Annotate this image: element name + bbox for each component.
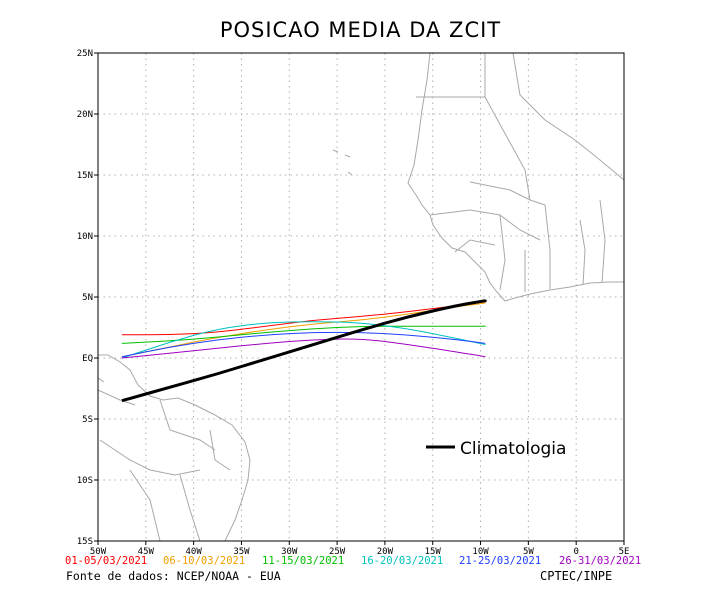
zcit-series	[121, 299, 487, 403]
period-label-1: 01-05/03/2021	[65, 555, 148, 567]
grid	[98, 53, 624, 541]
y-tick-label: EQ	[82, 354, 93, 364]
page-title: POSICAO MEDIA DA ZCIT	[219, 18, 502, 42]
y-tick-label: 5S	[82, 415, 93, 425]
y-tick-label: 10S	[77, 476, 93, 486]
x-tick-label: 25W	[329, 547, 346, 557]
x-axis-ticks: 50W 45W 40W 35W 30W 25W 20W 15W 10W 5W 0 5E	[90, 541, 630, 557]
plot-frame	[97, 52, 625, 542]
climatology-legend-label: Climatologia	[460, 439, 566, 459]
x-tick-label: 20W	[377, 547, 394, 557]
period-label-5: 21-25/03/2021	[459, 555, 542, 567]
y-tick-label: 20N	[77, 110, 93, 120]
coastlines	[98, 53, 624, 541]
islands	[98, 149, 353, 383]
y-tick-label: 15N	[77, 171, 93, 181]
y-tick-label: 15S	[77, 537, 93, 547]
period-label-4: 16-20/03/2021	[361, 555, 444, 567]
x-tick-label: 50W	[90, 547, 107, 557]
africa-borders	[416, 53, 624, 292]
south-america-coastline	[98, 354, 251, 541]
period-legend: 01-05/03/2021 06-10/03/2021 11-15/03/202…	[0, 555, 721, 569]
x-tick-label: 5E	[619, 547, 630, 557]
period-label-2: 06-10/03/2021	[163, 555, 246, 567]
y-tick-label: 5N	[82, 293, 93, 303]
credit-text: CPTEC/INPE	[540, 569, 613, 583]
y-axis-ticks: 25N 20N 15N 10N 5N EQ 5S 10S 15S	[77, 49, 98, 547]
y-tick-label: 25N	[77, 49, 93, 59]
x-tick-label: 0	[573, 547, 578, 557]
x-tick-label: 10W	[472, 547, 489, 557]
x-tick-label: 15W	[425, 547, 442, 557]
x-tick-label: 30W	[281, 547, 298, 557]
zcit-line-period-6	[121, 338, 486, 359]
climatology-line	[121, 299, 487, 403]
zcit-line-period-4	[121, 321, 486, 359]
period-label-3: 11-15/03/2021	[262, 555, 345, 567]
x-tick-label: 5W	[523, 547, 534, 557]
south-america-borders	[98, 389, 231, 541]
zcit-line-period-3	[121, 325, 486, 344]
period-label-6: 26-31/03/2021	[559, 555, 642, 567]
x-tick-label: 35W	[233, 547, 250, 557]
x-tick-label: 40W	[186, 547, 203, 557]
data-source-text: Fonte de dados: NCEP/NOAA - EUA	[66, 569, 281, 583]
y-tick-label: 10N	[77, 232, 93, 242]
africa-coastline	[407, 53, 624, 302]
x-tick-label: 45W	[138, 547, 155, 557]
zcit-line-period-5	[121, 331, 486, 358]
